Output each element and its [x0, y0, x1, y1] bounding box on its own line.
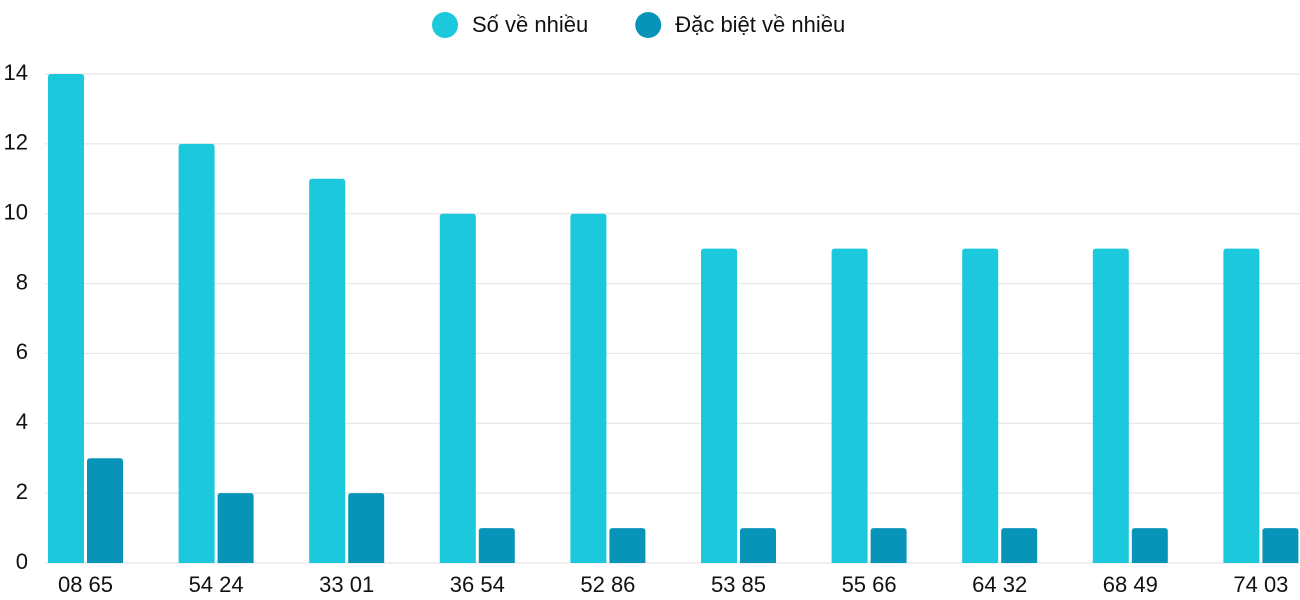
bar [740, 528, 776, 563]
x-tick-label: 64 32 [972, 572, 1027, 597]
bar [609, 528, 646, 563]
bar [1092, 248, 1129, 563]
legend-marker [432, 12, 458, 38]
x-tick-label: 36 54 [450, 572, 505, 597]
y-tick-label: 8 [16, 269, 28, 294]
bar [870, 528, 907, 563]
bar [1223, 248, 1260, 563]
y-tick-label: 6 [16, 339, 28, 364]
y-tick-label: 14 [4, 60, 28, 85]
bar [309, 178, 346, 564]
bar [87, 458, 123, 563]
bar [478, 528, 515, 563]
y-tick-label: 12 [4, 130, 28, 155]
bar [570, 213, 607, 563]
x-tick-label: 74 03 [1233, 572, 1288, 597]
x-tick-label: 68 49 [1103, 572, 1158, 597]
bar [348, 493, 385, 563]
y-tick-label: 0 [16, 549, 28, 574]
x-tick-label: 55 66 [842, 572, 897, 597]
bar [701, 248, 737, 563]
bar [962, 248, 999, 563]
bar [831, 248, 868, 563]
x-tick-label: 54 24 [189, 572, 244, 597]
bar [439, 213, 476, 563]
bar [178, 143, 215, 563]
y-tick-label: 2 [16, 479, 28, 504]
y-tick-label: 4 [16, 409, 28, 434]
bar [1131, 528, 1168, 563]
legend-marker [635, 12, 662, 38]
bar [48, 74, 84, 563]
x-tick-label: 52 86 [580, 572, 635, 597]
bar [1262, 528, 1299, 563]
x-tick-label: 08 65 [58, 572, 113, 597]
x-tick-label: 33 01 [319, 572, 374, 597]
bar [217, 493, 254, 563]
y-tick-label: 10 [4, 200, 28, 225]
x-tick-label: 53 85 [711, 572, 766, 597]
bar [1001, 528, 1038, 563]
legend-label: Số về nhiều [472, 12, 588, 37]
legend-label: Đặc biệt về nhiều [675, 12, 845, 37]
